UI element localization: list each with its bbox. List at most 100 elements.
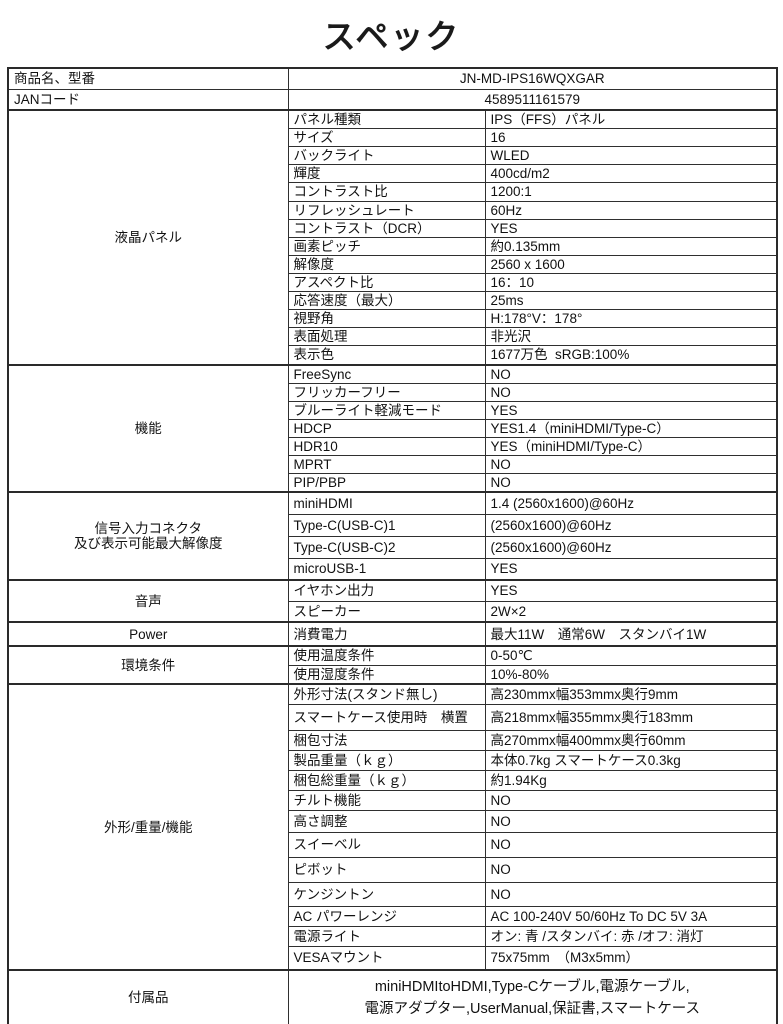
section-label: 外形/重量/機能 <box>7 683 289 971</box>
spec-value: 約1.94Kg <box>484 769 778 791</box>
spec-row: HDCP YES1.4（miniHDMI/Type-C） <box>8 418 778 438</box>
spec-value: YES <box>484 557 778 581</box>
spec-value: NO <box>484 473 778 493</box>
spec-label: スイーベル <box>287 831 486 858</box>
spec-value: 1677万色 sRGB:100% <box>484 345 778 366</box>
spec-value: 最大11W 通常6W スタンバイ1W <box>484 621 778 647</box>
spec-label: サイズ <box>287 128 486 148</box>
spec-row: フリッカーフリー NO <box>8 382 778 402</box>
spec-row: ブルーライト軽減モード YES <box>8 400 778 420</box>
spec-label: 表示色 <box>287 345 486 366</box>
spec-label: 画素ピッチ <box>287 236 486 256</box>
spec-label: チルト機能 <box>287 789 486 811</box>
spec-value: WLED <box>484 146 778 166</box>
spec-label: リフレッシュレート <box>287 200 486 220</box>
spec-sections-body: 液晶パネル パネル種類 IPS（FFS）パネル サイズ 16 バックライト WLED 輝度 40… <box>7 109 778 971</box>
section-label: Power <box>7 621 289 647</box>
spec-value: NO <box>484 789 778 811</box>
spec-row: 信号入力コネクタ 及び表示可能最大解像度 miniHDMI 1.4 (2560x16… <box>7 491 778 581</box>
spec-label: VESAマウント <box>287 945 486 971</box>
spec-label: パネル種類 <box>287 109 486 130</box>
spec-row: 使用湿度条件 10%-80% <box>8 664 778 685</box>
spec-row: アスペクト比 16：10 <box>8 272 778 293</box>
spec-label: フリッカーフリー <box>287 382 486 402</box>
spec-value: 約0.135mm <box>484 236 778 256</box>
spec-row: チルト機能 NO <box>8 789 778 811</box>
spec-label: アスペクト比 <box>287 272 486 293</box>
product-name-label: 商品名、型番 <box>7 67 289 90</box>
spec-row: 視野角 H:178°V：178° <box>8 309 778 329</box>
spec-value: H:178°V：178° <box>484 309 778 329</box>
spec-row: 表面処理 非光沢 <box>8 327 778 347</box>
spec-row: 環境条件 使用温度条件 0-50℃ <box>7 645 778 685</box>
product-row: 商品名、型番 JN-MD-IPS16WQXGAR <box>7 67 778 90</box>
spec-value: 1200:1 <box>484 182 778 202</box>
spec-value: 25ms <box>484 291 778 311</box>
spec-row: MPRT NO <box>8 455 778 475</box>
spec-row: 解像度 2560 x 1600 <box>8 254 778 274</box>
spec-label: Type-C(USB-C)1 <box>287 513 486 537</box>
spec-label: 応答速度（最大） <box>287 291 486 311</box>
spec-value: NO <box>484 856 778 883</box>
spec-label: 外形寸法(スタンド無し) <box>287 683 486 705</box>
spec-row: AC パワーレンジ AC 100-240V 50/60Hz To DC 5V 3A <box>8 905 778 927</box>
spec-value: 非光沢 <box>484 327 778 347</box>
page-title: スペック <box>322 18 461 55</box>
jan-code-label: JANコード <box>7 88 289 111</box>
accessories-row: 付属品 miniHDMItoHDMI,Type-Cケーブル,電源ケーブル, 電源… <box>7 969 778 1024</box>
spec-value: YES1.4（miniHDMI/Type-C） <box>484 418 778 438</box>
spec-label: 製品重量（ｋｇ） <box>287 749 486 771</box>
section-label: 信号入力コネクタ 及び表示可能最大解像度 <box>7 491 289 581</box>
spec-value: NO <box>484 831 778 858</box>
spec-value: 1.4 (2560x1600)@60Hz <box>484 491 778 515</box>
spec-label: HDR10 <box>287 436 486 457</box>
accessories-label: 付属品 <box>7 969 289 1024</box>
spec-label: イヤホン出力 <box>287 579 486 602</box>
spec-label: 表面処理 <box>287 327 486 347</box>
spec-value: 高218mmx幅355mmx奥行183mm <box>484 703 778 731</box>
spec-value: NO <box>484 809 778 833</box>
spec-row: スイーベル NO <box>8 831 778 858</box>
spec-label: miniHDMI <box>287 491 486 515</box>
spec-label: 電源ライト <box>287 925 486 947</box>
spec-row: 外形/重量/機能 外形寸法(スタンド無し) 高230mmx幅353mmx奥行9mm <box>7 683 778 971</box>
spec-label: ケンジントン <box>287 881 486 907</box>
spec-value: 2W×2 <box>484 600 778 623</box>
spec-value: (2560x1600)@60Hz <box>484 535 778 559</box>
spec-row: VESAマウント 75x75mm （M3x5mm） <box>8 945 778 971</box>
spec-value: AC 100-240V 50/60Hz To DC 5V 3A <box>484 905 778 927</box>
spec-label: AC パワーレンジ <box>287 905 486 927</box>
spec-label: Type-C(USB-C)2 <box>287 535 486 559</box>
spec-row: 音声 イヤホン出力 YES <box>7 579 778 623</box>
spec-label: FreeSync <box>287 363 486 384</box>
spec-value: (2560x1600)@60Hz <box>484 513 778 537</box>
spec-label: microUSB-1 <box>287 557 486 581</box>
spec-value: 高230mmx幅353mmx奥行9mm <box>484 683 778 705</box>
spec-row: 高さ調整 NO <box>8 809 778 833</box>
spec-row: ピボット NO <box>8 856 778 883</box>
spec-header-body: 商品名、型番 JN-MD-IPS16WQXGAR JANコード 45895111… <box>7 67 778 111</box>
product-name-value: JN-MD-IPS16WQXGAR <box>287 67 778 90</box>
spec-label: バックライト <box>287 146 486 166</box>
spec-value: NO <box>484 382 778 402</box>
spec-value: 400cd/m2 <box>484 164 778 184</box>
spec-label: HDCP <box>287 418 486 438</box>
spec-value: 16：10 <box>484 272 778 293</box>
spec-row: PIP/PBP NO <box>8 473 778 493</box>
spec-value: 16 <box>484 128 778 148</box>
spec-table: 商品名、型番 JN-MD-IPS16WQXGAR JANコード 45895111… <box>7 67 779 1024</box>
spec-label: コントラスト比 <box>287 182 486 202</box>
spec-row: 輝度 400cd/m2 <box>8 164 778 184</box>
spec-label: スマートケース使用時 横置 <box>287 703 486 731</box>
spec-label: ブルーライト軽減モード <box>287 400 486 420</box>
section-label: 環境条件 <box>7 645 289 685</box>
spec-value: YES <box>484 579 778 602</box>
spec-row: 電源ライト オン: 青 /スタンバイ: 赤 /オフ: 消灯 <box>8 925 778 947</box>
spec-label: コントラスト（DCR） <box>287 218 486 238</box>
spec-row: リフレッシュレート 60Hz <box>8 200 778 220</box>
spec-row: 画素ピッチ 約0.135mm <box>8 236 778 256</box>
spec-label: スピーカー <box>287 600 486 623</box>
spec-value: NO <box>484 363 778 384</box>
spec-row: 液晶パネル パネル種類 IPS（FFS）パネル <box>7 109 778 366</box>
